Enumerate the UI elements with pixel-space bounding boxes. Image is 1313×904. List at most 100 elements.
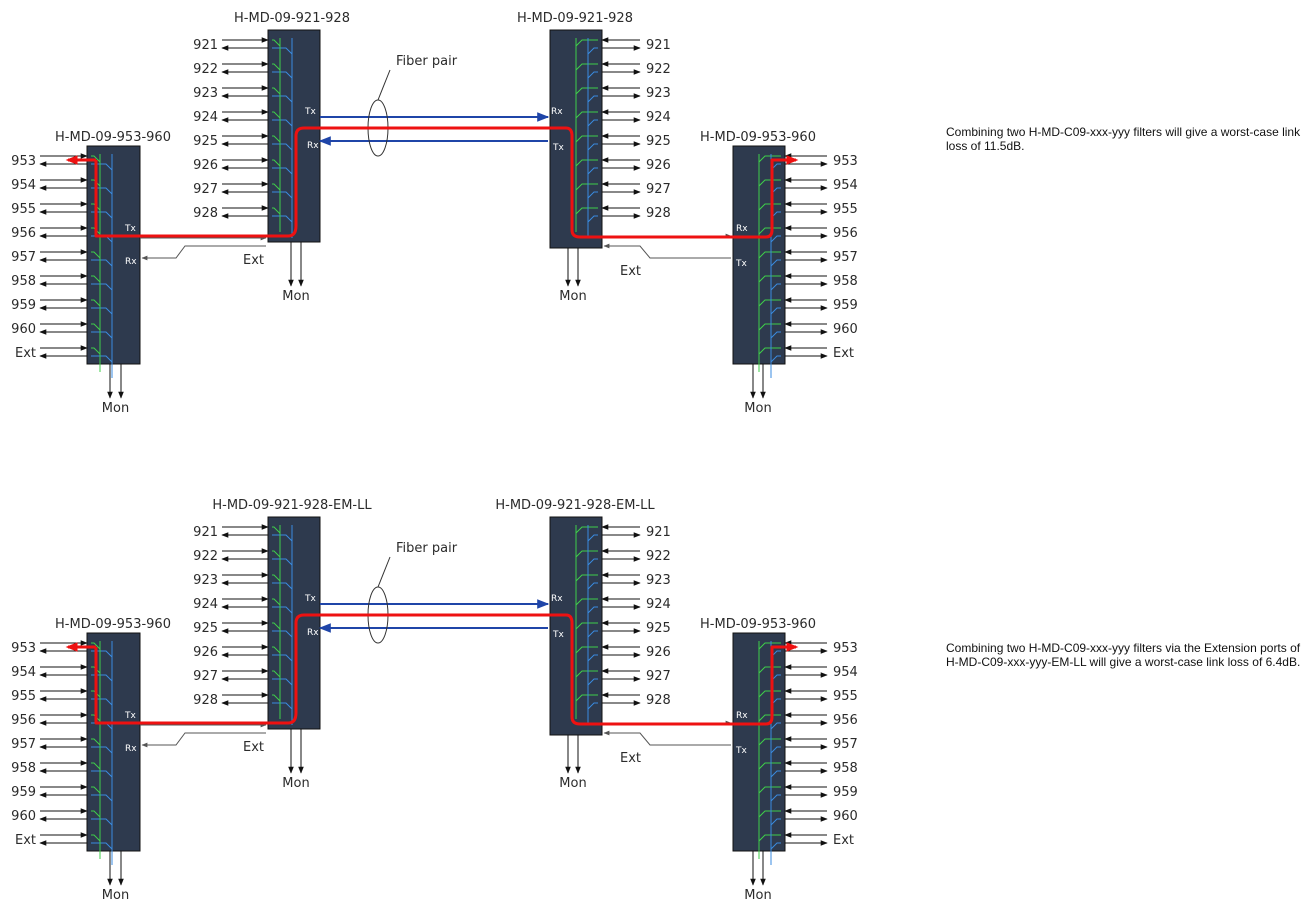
ext-label-left: Ext bbox=[243, 740, 264, 755]
channel-trace-green bbox=[758, 347, 781, 355]
ext-link-right-tx bbox=[603, 730, 731, 746]
port-label-right-large-953: 953 bbox=[833, 154, 858, 169]
port-label-left-large-954: 954 bbox=[11, 665, 36, 680]
channel-trace-blue bbox=[770, 794, 781, 802]
port-label-right-large-Ext: Ext bbox=[833, 346, 854, 361]
channel-trace-green bbox=[272, 694, 281, 702]
channel-trace-green bbox=[272, 550, 281, 558]
port-label-left-large-955: 955 bbox=[11, 202, 36, 217]
channel-trace-green bbox=[91, 738, 101, 746]
port-label-left-small-922: 922 bbox=[193, 62, 218, 77]
port-label-right-large-960: 960 bbox=[833, 809, 858, 824]
channel-trace-green bbox=[272, 526, 281, 534]
channel-trace-blue bbox=[272, 534, 293, 542]
channel-trace-blue bbox=[272, 678, 293, 686]
channel-trace-blue bbox=[587, 119, 598, 127]
channel-trace-green bbox=[575, 646, 598, 654]
channel-trace-blue bbox=[587, 678, 598, 686]
channel-trace-green bbox=[91, 642, 101, 650]
port-label-left-small-924: 924 bbox=[193, 110, 218, 125]
channel-trace-blue bbox=[587, 606, 598, 614]
channel-trace-blue bbox=[272, 558, 293, 566]
port-label-right-small-927: 927 bbox=[646, 669, 671, 684]
port-label-left-large-956: 956 bbox=[11, 713, 36, 728]
port-label-right-small-926: 926 bbox=[646, 645, 671, 660]
module-title-right-large: H-MD-09-953-960 bbox=[700, 130, 816, 145]
channel-trace-blue bbox=[272, 47, 293, 55]
rx-label-left-large: Rx bbox=[125, 257, 137, 267]
port-label-left-large-957: 957 bbox=[11, 250, 36, 265]
module-title-left-large: H-MD-09-953-960 bbox=[55, 130, 171, 145]
port-label-left-large-953: 953 bbox=[11, 154, 36, 169]
port-label-left-small-926: 926 bbox=[193, 158, 218, 173]
port-label-left-large-959: 959 bbox=[11, 785, 36, 800]
mon-label: Mon bbox=[559, 776, 586, 791]
channel-trace-green bbox=[91, 810, 101, 818]
channel-trace-green bbox=[758, 666, 781, 674]
port-label-right-large-956: 956 bbox=[833, 226, 858, 241]
channel-trace-blue bbox=[587, 71, 598, 79]
channel-trace-blue bbox=[587, 143, 598, 151]
port-label-right-large-954: 954 bbox=[833, 178, 858, 193]
module-title-left-small: H-MD-09-921-928 bbox=[234, 11, 350, 26]
rx-label-left-small: Rx bbox=[307, 141, 319, 151]
port-label-right-small-924: 924 bbox=[646, 110, 671, 125]
channel-trace-blue bbox=[91, 818, 113, 826]
ext-link-right-tx bbox=[603, 243, 731, 259]
port-label-right-small-927: 927 bbox=[646, 182, 671, 197]
channel-trace-green bbox=[91, 179, 101, 187]
channel-trace-blue bbox=[770, 355, 781, 363]
signal-path-red bbox=[94, 613, 799, 726]
channel-trace-green bbox=[91, 251, 101, 259]
port-label-right-small-923: 923 bbox=[646, 86, 671, 101]
port-label-left-large-Ext: Ext bbox=[15, 833, 36, 848]
port-label-right-small-924: 924 bbox=[646, 597, 671, 612]
port-label-left-small-924: 924 bbox=[193, 597, 218, 612]
tx-label-left-small: Tx bbox=[304, 594, 316, 604]
channel-trace-blue bbox=[91, 794, 113, 802]
channel-trace-green bbox=[272, 159, 281, 167]
port-label-right-large-958: 958 bbox=[833, 274, 858, 289]
channel-trace-green bbox=[758, 203, 781, 211]
channel-trace-blue bbox=[91, 746, 113, 754]
channel-trace-green bbox=[91, 690, 101, 698]
rx-label-right-small: Rx bbox=[551, 107, 563, 117]
port-label-left-small-922: 922 bbox=[193, 549, 218, 564]
port-label-left-large-960: 960 bbox=[11, 809, 36, 824]
channel-trace-blue bbox=[770, 283, 781, 291]
channel-trace-blue bbox=[91, 770, 113, 778]
channel-trace-green bbox=[575, 694, 598, 702]
channel-trace-green bbox=[758, 299, 781, 307]
rx-label-right-small: Rx bbox=[551, 594, 563, 604]
module-title-left-small: H-MD-09-921-928-EM-LL bbox=[212, 498, 372, 513]
port-label-right-large-955: 955 bbox=[833, 202, 858, 217]
rx-label-left-large: Rx bbox=[125, 744, 137, 754]
channel-trace-green bbox=[575, 63, 598, 71]
channel-trace-green bbox=[575, 598, 598, 606]
port-label-right-large-959: 959 bbox=[833, 298, 858, 313]
fiber-pair-leader bbox=[377, 69, 391, 101]
port-label-right-large-Ext: Ext bbox=[833, 833, 854, 848]
channel-trace-blue bbox=[587, 191, 598, 199]
port-label-right-large-954: 954 bbox=[833, 665, 858, 680]
channel-trace-blue bbox=[272, 191, 293, 199]
channel-trace-blue bbox=[587, 630, 598, 638]
channel-trace-green bbox=[758, 690, 781, 698]
channel-trace-blue bbox=[272, 630, 293, 638]
channel-trace-blue bbox=[587, 167, 598, 175]
bottom-diagram: H-MD-09-953-960 953 954 955 956 957 958 959 960 E… bbox=[11, 498, 858, 903]
channel-trace-blue bbox=[587, 534, 598, 542]
channel-trace-blue bbox=[272, 95, 293, 103]
fiber-pair-label: Fiber pair bbox=[396, 54, 458, 69]
module-title-left-large: H-MD-09-953-960 bbox=[55, 617, 171, 632]
channel-trace-green bbox=[758, 834, 781, 842]
module-left-small bbox=[267, 516, 321, 730]
port-label-right-small-923: 923 bbox=[646, 573, 671, 588]
bottom-note: Combining two H-MD-C09-xxx-yyy filters v… bbox=[946, 641, 1301, 669]
port-label-right-small-928: 928 bbox=[646, 693, 671, 708]
channel-trace-blue bbox=[587, 582, 598, 590]
channel-trace-blue bbox=[272, 702, 293, 710]
channel-trace-green bbox=[91, 299, 101, 307]
port-label-right-large-960: 960 bbox=[833, 322, 858, 337]
channel-trace-blue bbox=[272, 167, 293, 175]
